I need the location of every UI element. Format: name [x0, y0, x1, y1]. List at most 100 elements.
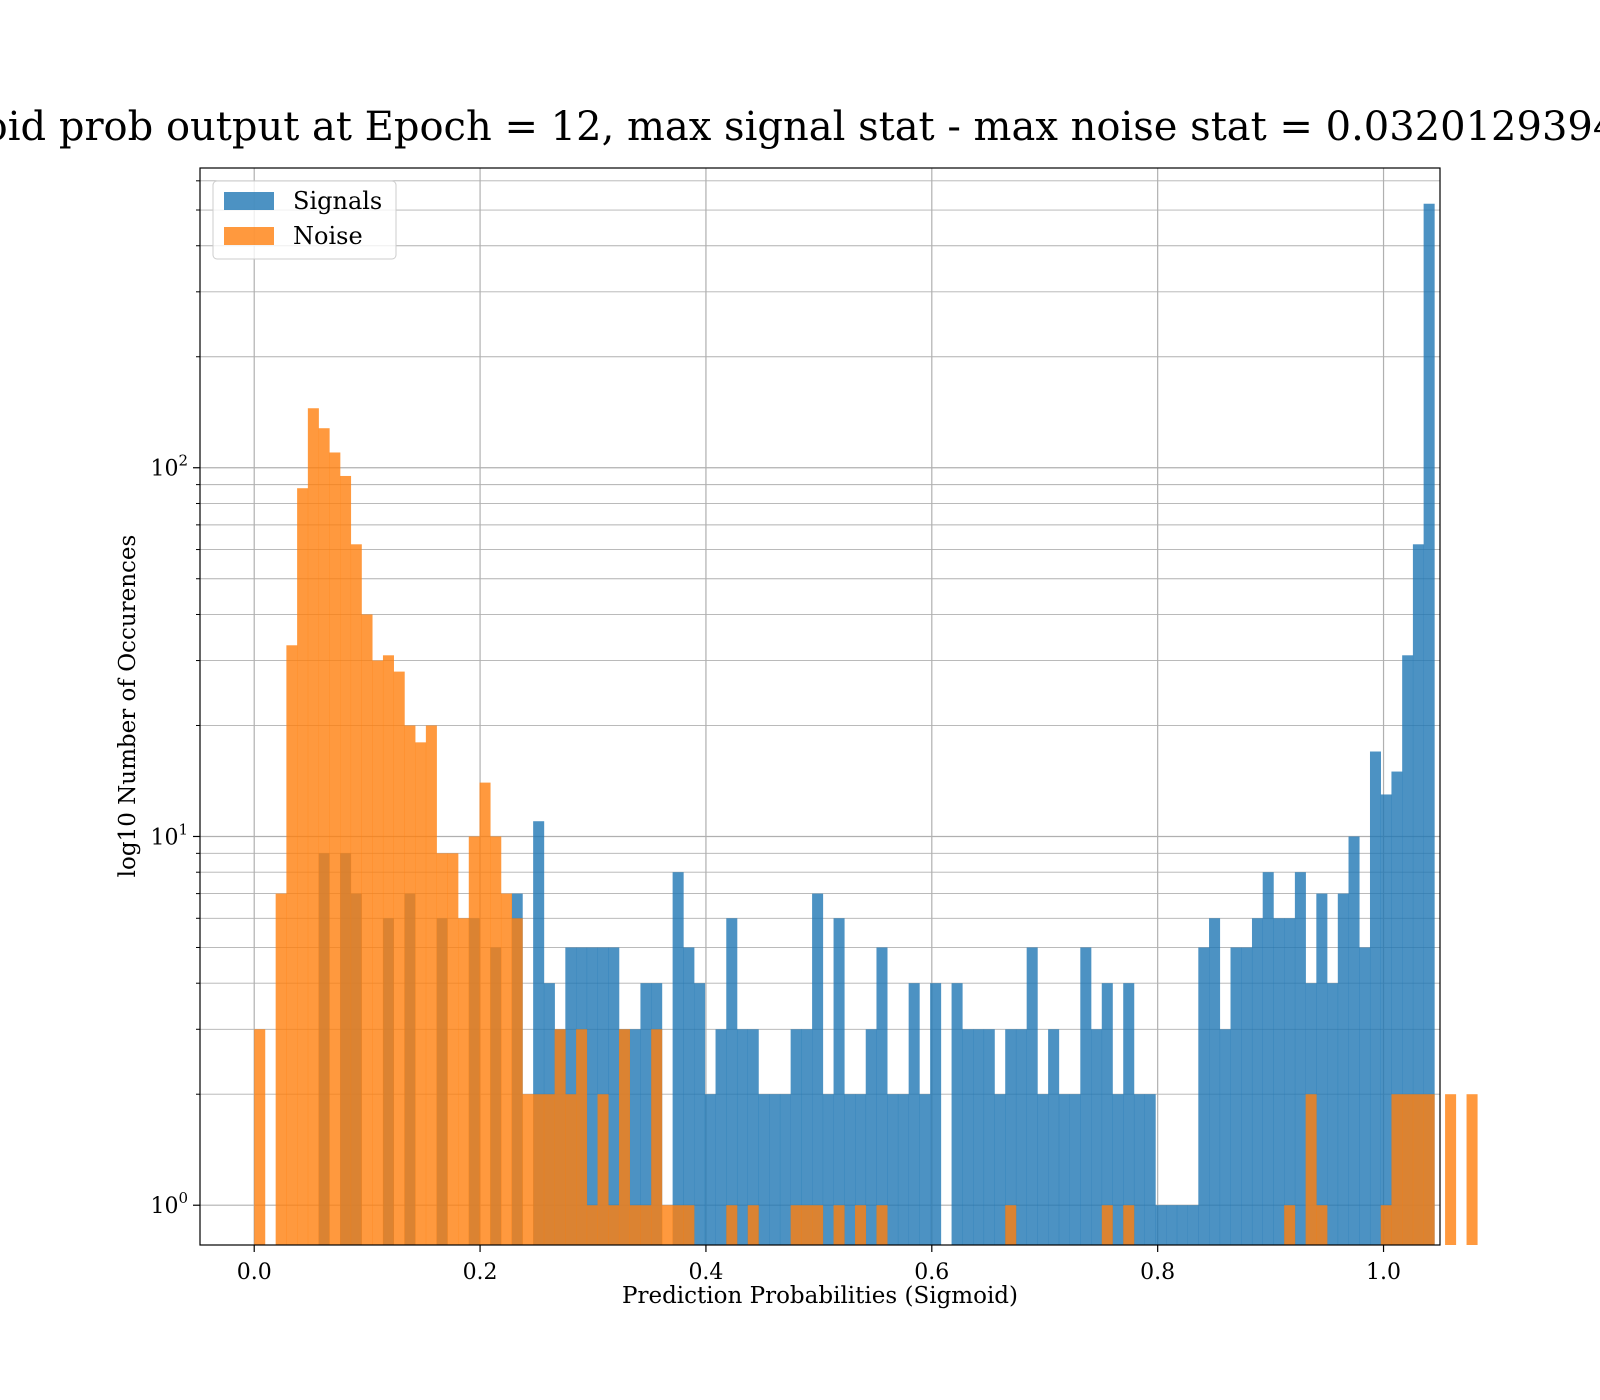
signals-bar: [779, 1094, 791, 1245]
y-axis-label: log10 Number of Occurences: [115, 535, 141, 878]
noise-bar: [479, 782, 491, 1245]
noise-bar: [651, 1029, 663, 1245]
signals-bar: [897, 1094, 909, 1245]
noise-bar: [833, 1205, 845, 1245]
noise-bar: [554, 1029, 566, 1245]
noise-bar: [393, 671, 405, 1245]
noise-bar: [511, 918, 523, 1245]
noise-bar: [597, 1094, 609, 1245]
signals-bar: [1101, 983, 1113, 1245]
plot-frame: [199, 167, 1441, 1246]
signals-bar: [1080, 947, 1092, 1245]
signals-bar: [1069, 1094, 1081, 1245]
noise-bar: [586, 1205, 598, 1245]
noise-bar: [1412, 1094, 1424, 1245]
signals-bar: [769, 1094, 781, 1245]
noise-bar: [458, 918, 470, 1245]
noise-bar: [254, 1029, 266, 1245]
signals-bar: [822, 1094, 834, 1245]
signals-bar: [994, 1094, 1006, 1245]
noise-bar: [436, 853, 448, 1245]
signals-bar: [1123, 983, 1135, 1245]
x-tick-label: 0.6: [914, 1260, 949, 1285]
signals-bar: [1294, 872, 1306, 1245]
signals-bar: [726, 918, 738, 1245]
noise-bar: [790, 1205, 802, 1245]
signals-bar: [1219, 1029, 1231, 1245]
x-axis-label: Prediction Probabilities (Sigmoid): [622, 1283, 1018, 1309]
signals-bar: [736, 1029, 749, 1245]
noise-bar: [683, 1205, 695, 1245]
noise-bar: [500, 893, 512, 1245]
signals-bar: [694, 983, 706, 1245]
signals-bar: [1380, 794, 1392, 1245]
signals-bar: [640, 983, 652, 1245]
signals-bar: [747, 1029, 759, 1245]
signals-bar: [758, 1094, 770, 1245]
x-axis-ticks: 0.0 0.2 0.4 0.6 0.8 1.0: [237, 1245, 1401, 1285]
noise-bar: [533, 1094, 545, 1245]
signals-bar: [715, 1029, 727, 1245]
noise-bar: [608, 1205, 620, 1245]
noise-bar: [1445, 1094, 1457, 1245]
noise-bar: [812, 1205, 824, 1245]
signals-bar: [1316, 893, 1328, 1245]
noise-bar: [350, 544, 362, 1245]
signals-bar: [1391, 771, 1403, 1245]
signals-bar: [973, 1029, 985, 1245]
signals-bar: [1251, 918, 1263, 1245]
noise-bar: [672, 1205, 684, 1245]
signals-bar: [1176, 1205, 1188, 1245]
x-tick-label: 0.8: [1140, 1260, 1175, 1285]
noise-bar: [576, 1029, 588, 1245]
y-tick-label: 100: [150, 1189, 188, 1219]
noise-bar: [415, 742, 427, 1245]
signals-bar: [962, 1029, 974, 1245]
signals-bar: [629, 1029, 641, 1245]
noise-bar: [855, 1205, 867, 1245]
signals-bar: [1005, 1029, 1017, 1245]
signals-bar: [1359, 947, 1371, 1245]
legend-noise-label: Noise: [293, 222, 363, 250]
signals-bar: [1423, 203, 1435, 1246]
signals-bar: [812, 893, 824, 1245]
signals-bar: [683, 947, 695, 1245]
noise-bar: [468, 836, 480, 1245]
legend-signals-label: Signals: [293, 187, 382, 215]
noise-bar: [618, 1029, 631, 1245]
x-tick-label: 0.2: [463, 1260, 498, 1285]
noise-bar: [404, 725, 416, 1245]
signals-bar: [608, 947, 620, 1245]
signals-bar: [1273, 918, 1285, 1245]
chart-title: Sigmoid prob output at Epoch = 12, max s…: [0, 104, 1600, 150]
signals-bar: [1026, 947, 1038, 1245]
y-tick-label: 101: [150, 820, 188, 850]
signals-bar: [586, 947, 598, 1245]
signals-bar: [1112, 1094, 1124, 1245]
signals-bar: [1348, 836, 1360, 1245]
y-axis-ticks: 100 101 102: [150, 180, 200, 1219]
legend-signals-swatch: [224, 192, 274, 210]
signals-bar: [876, 947, 888, 1245]
signals-bar: [704, 1094, 716, 1245]
noise-bar: [447, 853, 459, 1245]
signals-bar: [1369, 751, 1382, 1245]
noise-bar: [318, 428, 330, 1246]
noise-bar: [543, 1094, 555, 1245]
signals-bar: [1166, 1205, 1178, 1245]
noise-bar: [361, 614, 373, 1245]
signals-bar: [833, 918, 845, 1245]
noise-bar: [661, 1205, 673, 1245]
signals-bar: [1187, 1205, 1199, 1245]
noise-bar: [1391, 1094, 1403, 1245]
signals-bar: [844, 1094, 856, 1245]
noise-bar: [382, 655, 394, 1245]
signals-bar: [1230, 947, 1242, 1245]
noise-bar: [307, 408, 319, 1245]
x-tick-label: 1.0: [1366, 1260, 1401, 1285]
signals-bar: [1133, 1094, 1145, 1245]
noise-bar: [876, 1205, 888, 1245]
noise-bar: [522, 1094, 534, 1245]
legend: Signals Noise: [212, 180, 397, 260]
